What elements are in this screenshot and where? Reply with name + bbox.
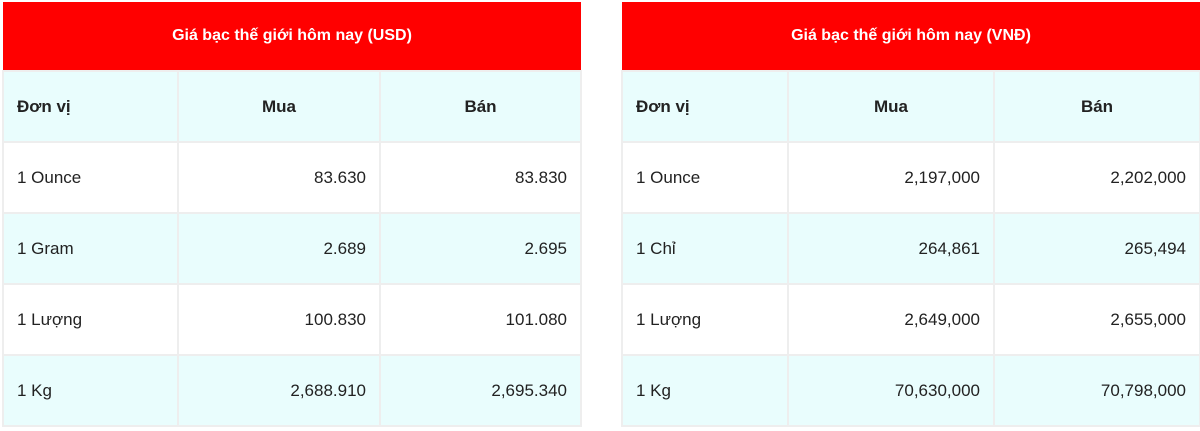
column-header-buy: Mua (787, 70, 995, 143)
table-header-row: Đơn vị Mua Bán (621, 70, 1200, 143)
cell-unit: 1 Kg (621, 354, 789, 427)
table-row: 1 Kg 70,630,000 70,798,000 (621, 354, 1200, 427)
column-header-unit: Đơn vị (621, 70, 789, 143)
cell-sell: 2,202,000 (993, 141, 1200, 214)
cell-sell: 83.830 (379, 141, 582, 214)
column-header-sell: Bán (379, 70, 582, 143)
table-title: Giá bạc thế giới hôm nay (VNĐ) (622, 2, 1200, 71)
table-title-row: Giá bạc thế giới hôm nay (VNĐ) (622, 2, 1200, 71)
table-title-row: Giá bạc thế giới hôm nay (USD) (3, 2, 581, 71)
cell-unit: 1 Gram (2, 212, 179, 285)
cell-buy: 70,630,000 (787, 354, 995, 427)
table-title: Giá bạc thế giới hôm nay (USD) (3, 2, 581, 71)
table-row: 1 Chỉ 264,861 265,494 (621, 212, 1200, 285)
column-header-unit: Đơn vị (2, 70, 179, 143)
cell-sell: 2,695.340 (379, 354, 582, 427)
cell-sell: 101.080 (379, 283, 582, 356)
cell-unit: 1 Chỉ (621, 212, 789, 285)
table-row: 1 Lượng 100.830 101.080 (2, 283, 582, 356)
cell-unit: 1 Ounce (621, 141, 789, 214)
cell-unit: 1 Lượng (621, 283, 789, 356)
cell-buy: 100.830 (177, 283, 381, 356)
table-row: 1 Kg 2,688.910 2,695.340 (2, 354, 582, 427)
table-row: 1 Ounce 83.630 83.830 (2, 141, 582, 214)
table-row: 1 Lượng 2,649,000 2,655,000 (621, 283, 1200, 356)
cell-sell: 2,655,000 (993, 283, 1200, 356)
table-row: 1 Ounce 2,197,000 2,202,000 (621, 141, 1200, 214)
silver-price-vnd-table: Giá bạc thế giới hôm nay (VNĐ) Đơn vị Mua B… (621, 2, 1200, 427)
column-header-buy: Mua (177, 70, 381, 143)
cell-buy: 2.689 (177, 212, 381, 285)
cell-buy: 2,688.910 (177, 354, 381, 427)
cell-sell: 2.695 (379, 212, 582, 285)
cell-buy: 2,649,000 (787, 283, 995, 356)
cell-buy: 83.630 (177, 141, 381, 214)
table-row: 1 Gram 2.689 2.695 (2, 212, 582, 285)
cell-unit: 1 Lượng (2, 283, 179, 356)
cell-sell: 70,798,000 (993, 354, 1200, 427)
column-header-sell: Bán (993, 70, 1200, 143)
table-header-row: Đơn vị Mua Bán (2, 70, 582, 143)
cell-buy: 2,197,000 (787, 141, 995, 214)
silver-price-usd-table: Giá bạc thế giới hôm nay (USD) Đơn vị Mua B… (2, 2, 582, 427)
cell-unit: 1 Ounce (2, 141, 179, 214)
cell-unit: 1 Kg (2, 354, 179, 427)
cell-sell: 265,494 (993, 212, 1200, 285)
cell-buy: 264,861 (787, 212, 995, 285)
